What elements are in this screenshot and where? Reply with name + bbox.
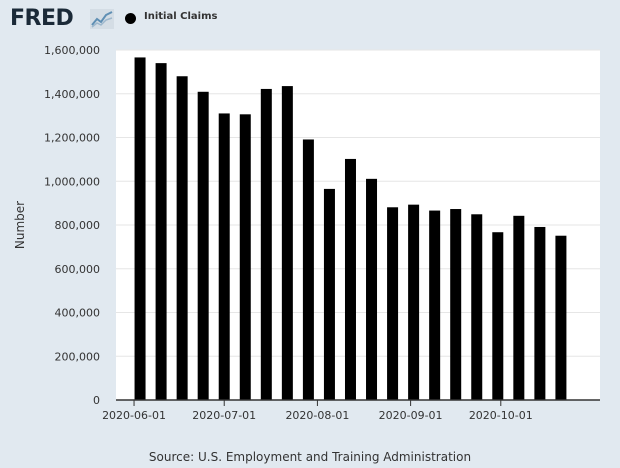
bar bbox=[366, 178, 378, 400]
bar bbox=[387, 207, 399, 400]
bar bbox=[155, 63, 167, 400]
bar bbox=[197, 91, 209, 400]
bar bbox=[281, 86, 293, 400]
legend-label[interactable]: Initial Claims bbox=[144, 11, 218, 22]
bar bbox=[302, 139, 314, 400]
y-tick-label: 800,000 bbox=[55, 219, 101, 232]
bar bbox=[429, 210, 441, 400]
x-tick-label: 2020-06-01 bbox=[102, 409, 166, 422]
bar bbox=[323, 188, 335, 400]
header: FRED Initial Claims bbox=[0, 0, 620, 40]
bar bbox=[344, 158, 356, 400]
y-tick-label: 200,000 bbox=[55, 350, 101, 363]
bar bbox=[239, 114, 251, 400]
x-tick-label: 2020-09-01 bbox=[379, 409, 443, 422]
bar bbox=[450, 209, 462, 400]
bar bbox=[218, 113, 230, 400]
bar bbox=[471, 214, 483, 400]
y-tick-label: 400,000 bbox=[55, 307, 101, 320]
bar bbox=[513, 215, 525, 400]
y-axis-title: Number bbox=[13, 201, 27, 249]
y-tick-label: 1,000,000 bbox=[44, 175, 100, 188]
fred-logo[interactable]: FRED bbox=[10, 6, 74, 31]
y-tick-label: 600,000 bbox=[55, 263, 101, 276]
y-tick-label: 1,200,000 bbox=[44, 132, 100, 145]
legend-marker bbox=[125, 13, 136, 24]
bar bbox=[134, 57, 146, 400]
bar bbox=[260, 88, 272, 400]
fred-line-chart-icon bbox=[90, 9, 114, 29]
bar bbox=[408, 204, 420, 400]
bar bbox=[555, 235, 567, 400]
x-tick-label: 2020-07-01 bbox=[192, 409, 256, 422]
axes: 0 200,000 400,000 600,000 800,000 1,000,000 1,… bbox=[44, 44, 600, 422]
y-tick-label: 0 bbox=[93, 394, 100, 407]
bars bbox=[134, 57, 567, 400]
source-note: Source: U.S. Employment and Training Adm… bbox=[148, 450, 472, 464]
y-tick-label: 1,600,000 bbox=[44, 44, 100, 57]
x-tick-label: 2020-10-01 bbox=[469, 409, 533, 422]
bar bbox=[176, 76, 188, 400]
bar bbox=[534, 226, 546, 400]
bar bbox=[492, 232, 504, 400]
y-tick-label: 1,400,000 bbox=[44, 88, 100, 101]
x-tick-label: 2020-08-01 bbox=[285, 409, 349, 422]
